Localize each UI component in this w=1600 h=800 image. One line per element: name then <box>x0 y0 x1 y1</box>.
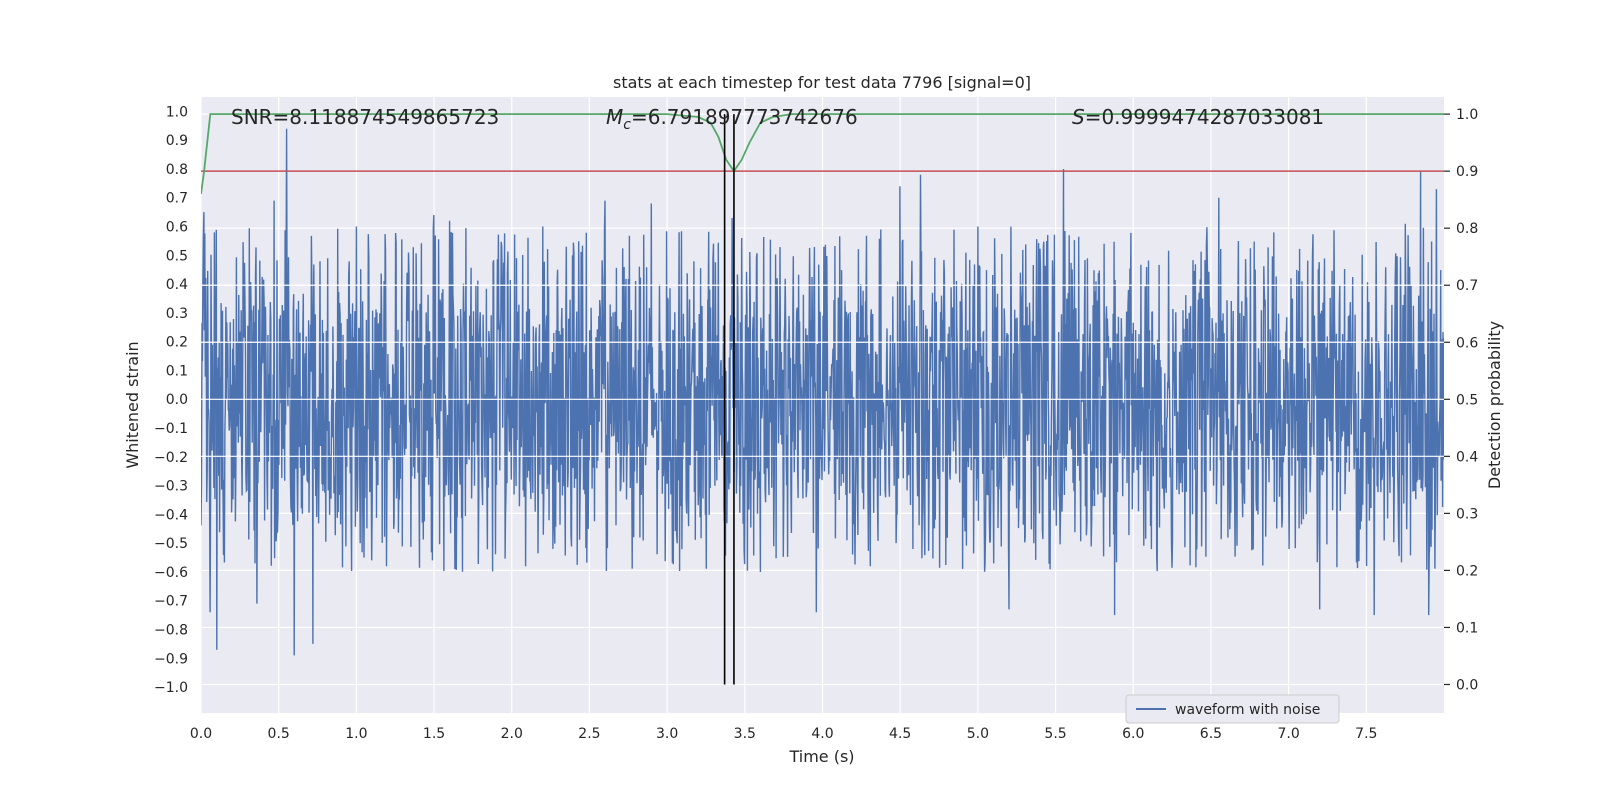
y-tick-label-left: −0.8 <box>154 623 188 639</box>
y-tick-label-left: 0.4 <box>166 277 188 293</box>
y-tick-label-right: 0.5 <box>1456 392 1478 408</box>
y-tick-label-left: −0.3 <box>154 479 188 495</box>
y-tick-label-right: 0.4 <box>1456 449 1478 465</box>
snr-annotation: SNR=8.118874549865723 <box>231 105 499 129</box>
y-tick-label-right: 0.2 <box>1456 563 1478 579</box>
chirp-mass-annotation: Mc=6.791897773742676 <box>606 105 858 133</box>
x-tick-label: 6.0 <box>1122 726 1144 742</box>
y-tick-label-left: −0.9 <box>154 651 188 667</box>
y-tick-label-left: −0.7 <box>154 594 188 610</box>
x-tick-label: 5.5 <box>1044 726 1066 742</box>
score-value: =0.9999474287033081 <box>1085 105 1324 129</box>
y-tick-label-left: −1.0 <box>154 680 188 696</box>
y-tick-label-right: 0.8 <box>1456 221 1478 237</box>
y-tick-label-right: 0.0 <box>1456 677 1478 693</box>
tick-labels: 0.0 0.5 1.0 1.5 2.0 2.5 3.0 3.5 4.0 4.5 5.0 5.5 6.0 6… <box>154 104 1478 742</box>
x-tick-label: 2.5 <box>578 726 600 742</box>
y-tick-label-right: 0.7 <box>1456 278 1478 294</box>
waveform-series-line <box>201 128 1444 656</box>
x-tick-label: 2.0 <box>501 726 523 742</box>
x-tick-label: 7.5 <box>1355 726 1377 742</box>
y-tick-label-right: 1.0 <box>1456 107 1478 123</box>
y-tick-label-left: −0.6 <box>154 565 188 581</box>
chirp-mass-value: =6.791897773742676 <box>631 105 858 129</box>
chirp-mass-subscript: c <box>623 117 631 133</box>
detection-probability-line <box>201 113 1444 195</box>
x-tick-label: 6.5 <box>1200 726 1222 742</box>
y-tick-label-left: 0.2 <box>166 335 188 351</box>
y-tick-label-left: 0.7 <box>166 191 188 207</box>
y-tick-label-left: 0.3 <box>166 306 188 322</box>
x-tick-label: 7.0 <box>1277 726 1299 742</box>
x-tick-label: 4.0 <box>811 726 833 742</box>
x-tick-label: 5.0 <box>967 726 989 742</box>
y-axis-label-right: Detection probability <box>1485 321 1504 489</box>
y-tick-label-right: 0.3 <box>1456 506 1478 522</box>
y-tick-label-left: −0.5 <box>154 536 188 552</box>
score-symbol: S <box>1072 105 1085 129</box>
x-tick-label: 0.5 <box>268 726 290 742</box>
y-tick-label-left: 0.6 <box>166 220 188 236</box>
y-tick-label-left: −0.1 <box>154 421 188 437</box>
score-annotation: S=0.9999474287033081 <box>1072 105 1324 129</box>
y-tick-label-left: −0.2 <box>154 450 188 466</box>
y-tick-label-left: −0.4 <box>154 507 188 523</box>
legend-label-waveform: waveform with noise <box>1175 702 1320 718</box>
x-tick-label: 4.5 <box>889 726 911 742</box>
legend-box <box>1125 694 1340 724</box>
x-tick-label: 1.5 <box>423 726 445 742</box>
y-tick-label-left: 0.5 <box>166 248 188 264</box>
chirp-mass-symbol: M <box>606 105 623 129</box>
y-tick-label-right: 0.6 <box>1456 335 1478 351</box>
data-layer <box>201 113 1444 685</box>
y-tick-label-right: 0.1 <box>1456 620 1478 636</box>
y-tick-label-left: 0.9 <box>166 133 188 149</box>
y-tick-label-right: 0.9 <box>1456 164 1478 180</box>
y-axis-label-left: Whitened strain <box>123 341 142 468</box>
x-tick-label: 3.0 <box>656 726 678 742</box>
y-tick-label-left: 0.0 <box>166 392 188 408</box>
x-tick-label: 1.0 <box>345 726 367 742</box>
y-tick-label-left: 1.0 <box>166 104 188 120</box>
y-tick-label-left: 0.8 <box>166 162 188 178</box>
x-tick-label: 3.5 <box>734 726 756 742</box>
x-tick-label: 0.0 <box>190 726 212 742</box>
y-tick-label-left: 0.1 <box>166 363 188 379</box>
x-axis-label: Time (s) <box>788 747 854 766</box>
chart-title: stats at each timestep for test data 779… <box>613 73 1031 92</box>
legend: waveform with noise <box>1125 694 1340 724</box>
